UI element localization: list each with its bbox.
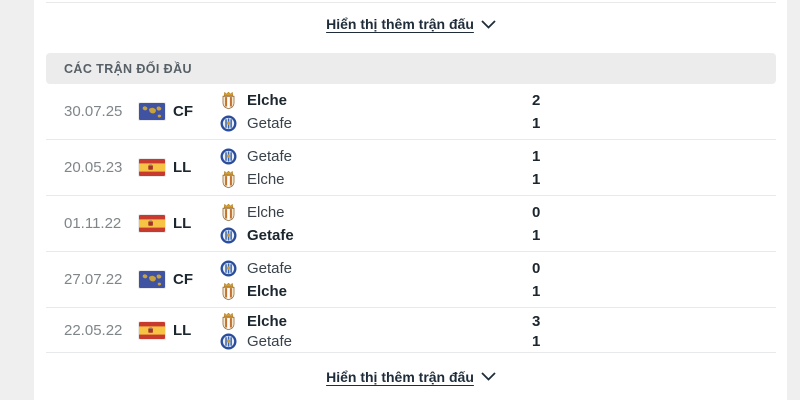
team-score: 1 [532, 147, 541, 165]
getafe-crest-icon [219, 225, 237, 245]
match-date: 27.07.22 [64, 271, 123, 288]
teams-cell: Elche 3 [219, 308, 776, 352]
competition-cell: LL [139, 159, 219, 176]
elche-crest-icon [219, 169, 237, 189]
team-name: Elche [247, 282, 288, 300]
team-name: Elche [247, 312, 288, 330]
match-row[interactable]: 27.07.22 CF [46, 252, 776, 308]
competition-cell: CF [139, 271, 219, 288]
spain-flag-icon [139, 215, 165, 232]
section-title: CÁC TRẬN ĐỐI ĐẦU [64, 61, 192, 76]
team-name: Getafe [247, 226, 294, 244]
spain-flag-icon [139, 159, 165, 176]
chevron-down-icon [481, 372, 496, 381]
match-date: 22.05.22 [64, 321, 123, 339]
world-flag-icon [139, 103, 165, 120]
teams-cell: Elche 0 [219, 196, 776, 251]
team-line: Getafe 0 [219, 258, 776, 278]
team-line: Getafe 1 [219, 113, 776, 133]
team-score: 1 [532, 282, 541, 300]
elche-crest-icon [219, 90, 237, 110]
team-score: 0 [532, 259, 541, 277]
team-line: Getafe 1 [219, 146, 776, 166]
getafe-crest-icon [219, 258, 237, 278]
team-score: 1 [532, 332, 541, 350]
competition-label: CF [173, 103, 193, 120]
team-line: Getafe 1 [219, 225, 776, 245]
spain-flag-icon [139, 321, 165, 339]
match-row[interactable]: 20.05.23 LL [46, 140, 776, 196]
team-name: Getafe [247, 332, 293, 350]
chevron-down-icon [481, 19, 496, 29]
match-row[interactable]: 22.05.22 LL [46, 308, 776, 353]
team-name: Elche [247, 170, 285, 188]
team-line: Elche 2 [219, 90, 776, 110]
team-line: Elche 1 [219, 281, 776, 301]
getafe-crest-icon [219, 331, 237, 351]
competition-label: LL [173, 215, 192, 232]
match-row[interactable]: 30.07.25 CF [46, 84, 776, 140]
competition-cell: CF [139, 103, 219, 120]
h2h-card: Hiển thị thêm trận đấu CÁC TRẬN ĐỐI ĐẦU … [34, 0, 787, 400]
elche-crest-icon [219, 202, 237, 222]
team-line: Elche 1 [219, 169, 776, 189]
team-name: Elche [247, 91, 288, 109]
match-row[interactable]: 01.11.22 LL [46, 196, 776, 252]
team-name: Getafe [247, 259, 293, 277]
match-list: 30.07.25 CF [46, 84, 776, 353]
elche-crest-icon [219, 311, 237, 331]
team-score: 1 [532, 114, 541, 132]
match-date: 01.11.22 [64, 215, 122, 232]
team-name: Elche [247, 203, 285, 221]
teams-cell: Getafe 1 [219, 140, 776, 195]
team-line: Getafe 1 [219, 331, 776, 351]
team-score: 1 [532, 226, 541, 244]
top-divider [46, 2, 776, 3]
getafe-crest-icon [219, 113, 237, 133]
show-more-top-label: Hiển thị thêm trận đấu [326, 16, 474, 32]
show-more-bottom-label: Hiển thị thêm trận đấu [326, 368, 474, 385]
competition-label: LL [173, 159, 192, 176]
competition-cell: LL [139, 215, 219, 232]
match-date: 20.05.23 [64, 159, 123, 176]
team-score: 0 [532, 203, 541, 221]
competition-label: LL [173, 321, 192, 339]
elche-crest-icon [219, 281, 237, 301]
team-score: 1 [532, 170, 541, 188]
teams-cell: Getafe 0 [219, 252, 776, 307]
getafe-crest-icon [219, 146, 237, 166]
team-line: Elche 0 [219, 202, 776, 222]
team-line: Elche 3 [219, 311, 776, 331]
match-date: 30.07.25 [64, 103, 123, 120]
show-more-matches-top-button[interactable]: Hiển thị thêm trận đấu [46, 3, 776, 45]
competition-cell: LL [139, 321, 219, 339]
section-header: CÁC TRẬN ĐỐI ĐẦU [46, 53, 776, 84]
world-flag-icon [139, 271, 165, 288]
competition-label: CF [173, 271, 193, 288]
team-name: Getafe [247, 147, 293, 165]
team-score: 3 [532, 312, 541, 330]
show-more-matches-bottom-button[interactable]: Hiển thị thêm trận đấu [46, 353, 776, 400]
team-score: 2 [532, 91, 541, 109]
team-name: Getafe [247, 114, 293, 132]
teams-cell: Elche 2 [219, 84, 776, 139]
